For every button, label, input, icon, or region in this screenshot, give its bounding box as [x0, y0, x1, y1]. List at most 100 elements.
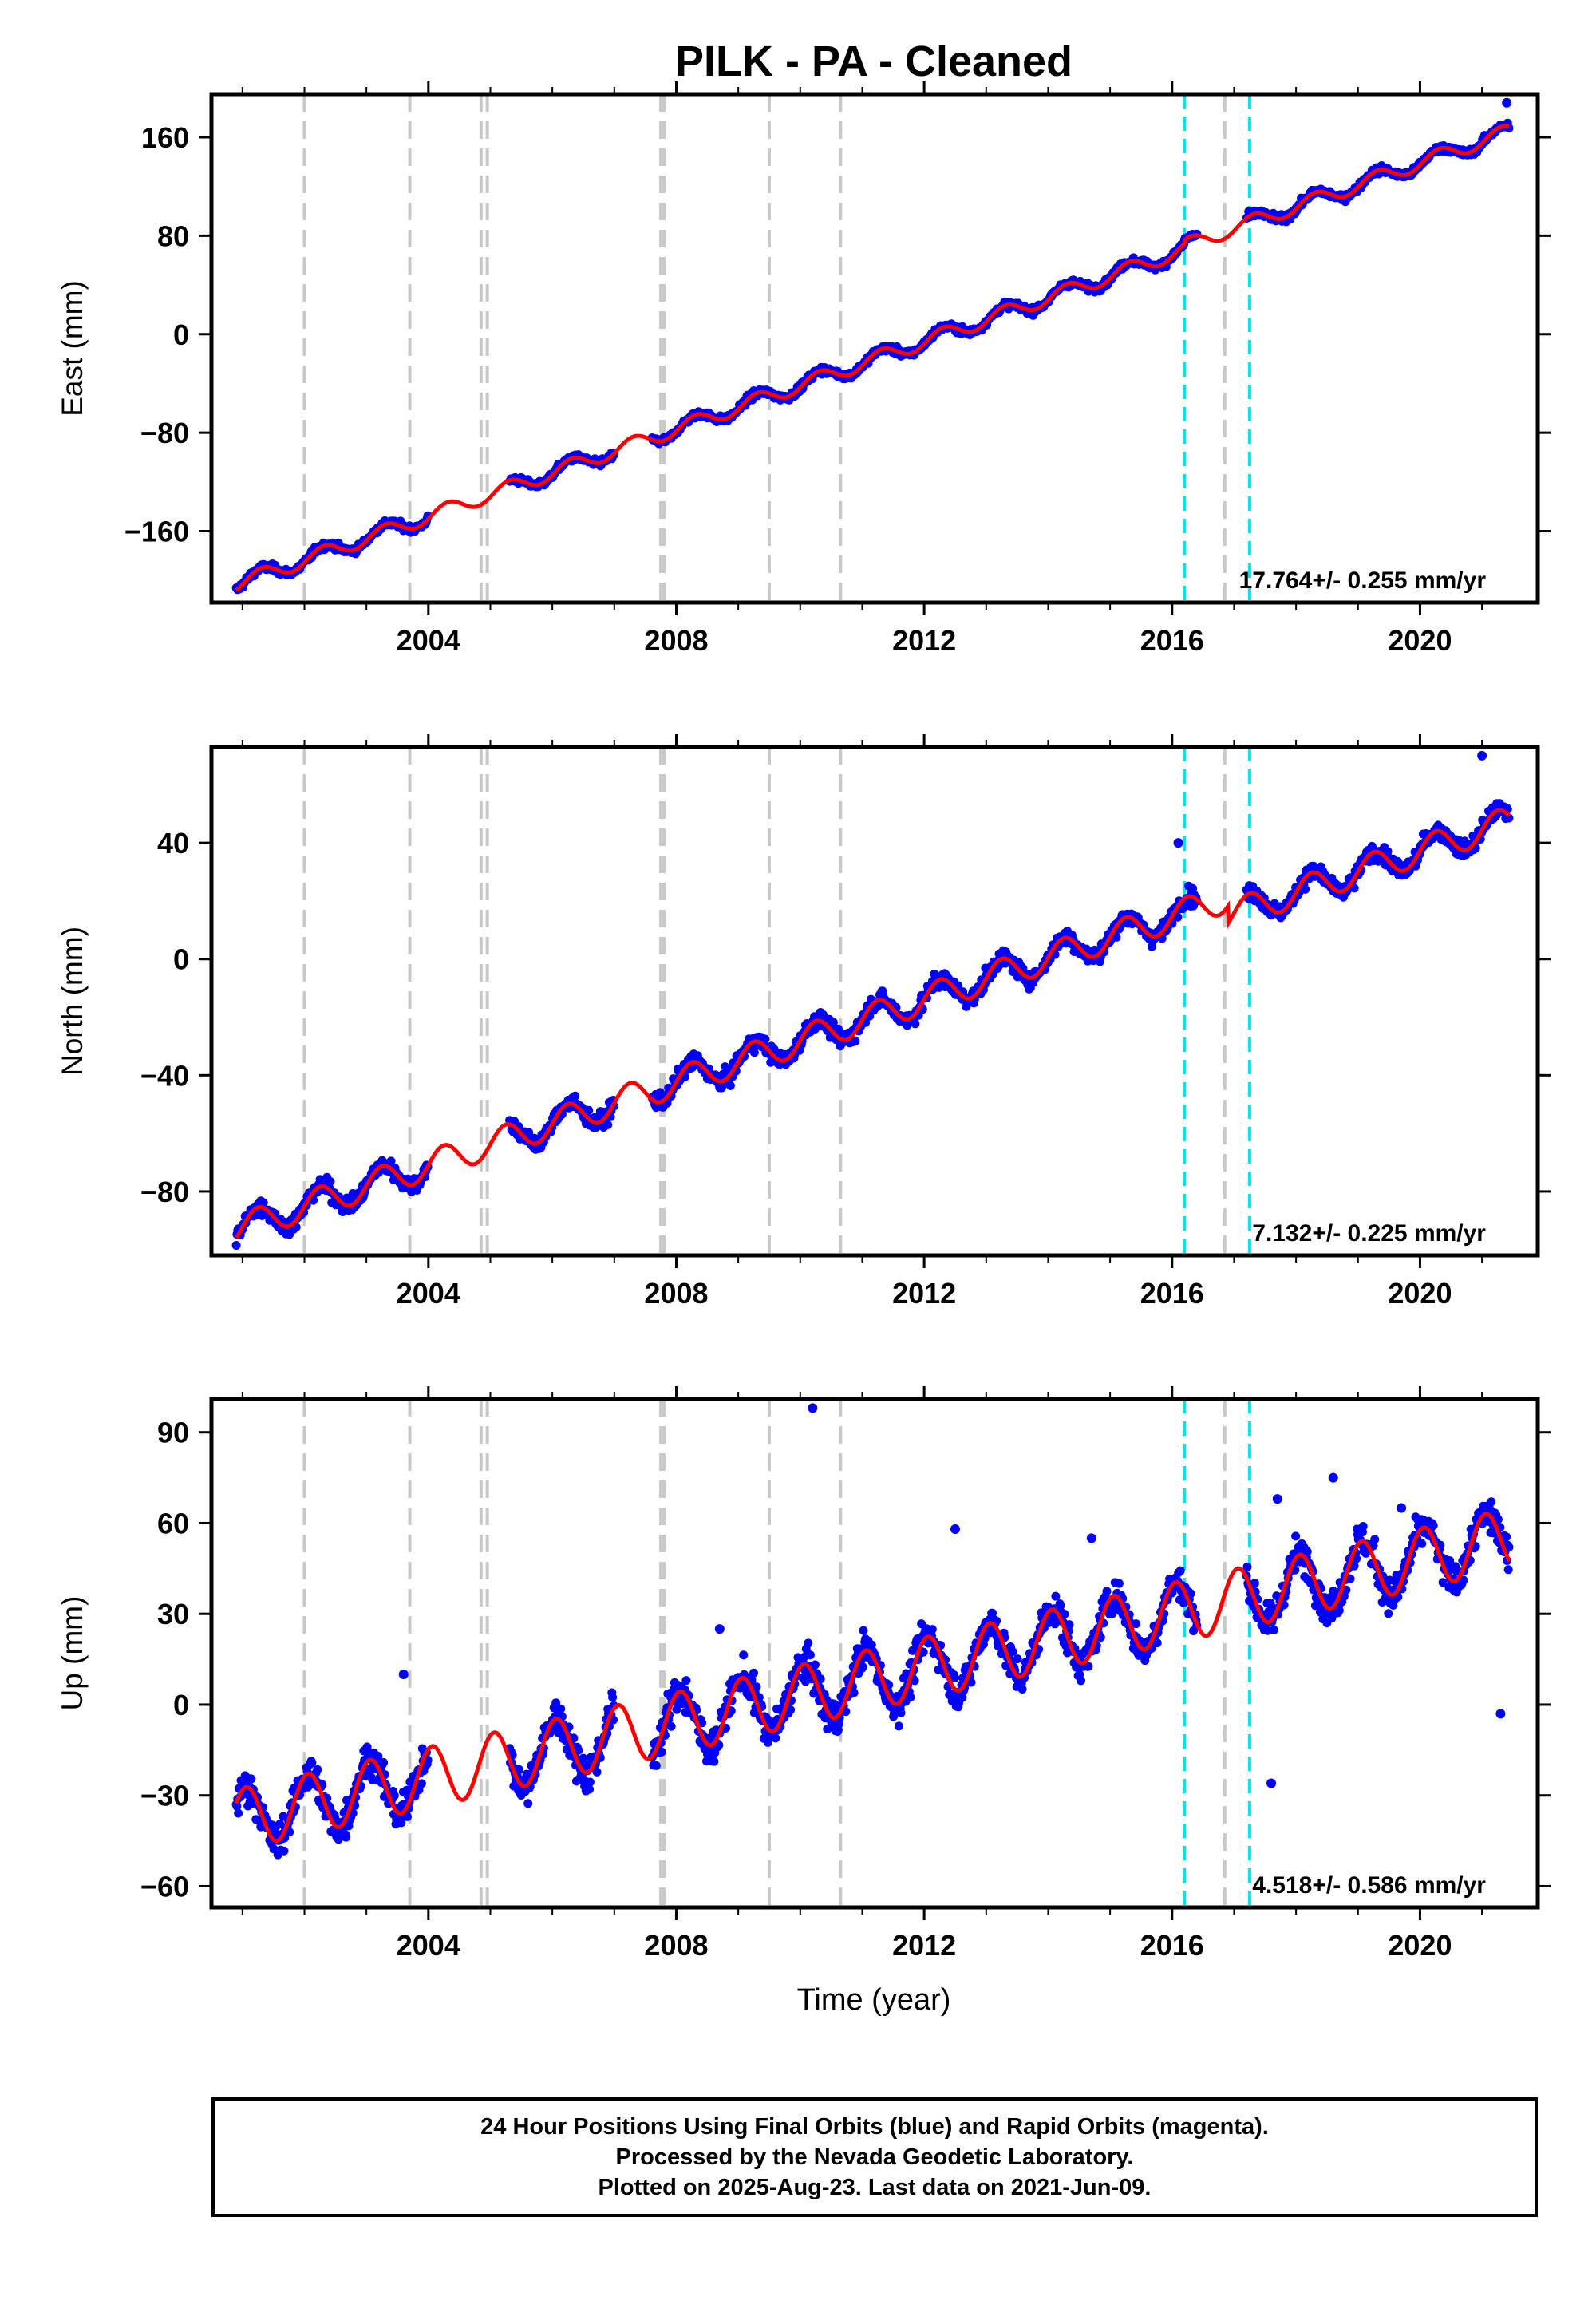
x-tick-label: 2008 [644, 1277, 708, 1310]
data-point [805, 1650, 815, 1660]
data-point [666, 1721, 676, 1731]
data-point [362, 1742, 372, 1752]
data-point [1279, 1600, 1289, 1610]
data-point [771, 1733, 780, 1743]
data-point [524, 1128, 534, 1137]
data-point [307, 1758, 317, 1767]
data-point [1250, 1579, 1259, 1588]
data-point [1013, 1654, 1022, 1664]
x-tick-label: 2020 [1388, 1277, 1452, 1310]
data-point [326, 1177, 335, 1186]
y-axis-label: North (mm) [56, 927, 89, 1076]
model-line [234, 808, 1511, 1239]
data-point [403, 1812, 412, 1821]
data-point [681, 1676, 691, 1686]
data-point [1102, 1587, 1112, 1596]
data-point [1147, 942, 1156, 951]
y-tick-label: −40 [140, 1059, 189, 1092]
data-point [585, 1777, 595, 1787]
data-point [234, 1808, 243, 1818]
data-point [1114, 1579, 1124, 1588]
data-point [672, 1705, 681, 1714]
data-point [1060, 1610, 1069, 1619]
data-point [950, 1674, 959, 1682]
plot-frame [209, 92, 1540, 605]
y-tick-label: 0 [173, 318, 189, 351]
y-tick-label: 0 [173, 943, 189, 976]
data-point [571, 1091, 580, 1101]
data-point [279, 1846, 289, 1856]
data-point [1358, 1522, 1368, 1531]
data-point [804, 1638, 813, 1648]
data-point [1384, 1609, 1393, 1618]
data-point [397, 1818, 406, 1828]
y-tick-label: −80 [140, 1176, 189, 1208]
data-point [910, 1676, 919, 1686]
data-point [551, 1698, 561, 1708]
data-point [1301, 884, 1310, 894]
data-point [851, 1037, 860, 1046]
data-point [592, 1767, 602, 1777]
data-point [608, 1693, 618, 1702]
model-line [235, 124, 1510, 592]
x-tick-label: 2016 [1140, 1277, 1204, 1310]
data-point [714, 1741, 724, 1750]
data-point [603, 1120, 613, 1129]
y-tick-label: −160 [124, 516, 189, 548]
x-tick-label: 2012 [892, 1277, 956, 1310]
data-point [966, 1678, 976, 1687]
data-point [1428, 1520, 1438, 1530]
data-point [1084, 1662, 1093, 1671]
data-point [1051, 1591, 1061, 1601]
data-point [749, 1668, 758, 1678]
data-point [819, 1010, 828, 1019]
data-point [313, 1765, 322, 1774]
data-point [1302, 1547, 1312, 1556]
data-point [303, 1782, 313, 1792]
data-point [786, 1705, 796, 1714]
data-point [1112, 932, 1121, 942]
data-point [1008, 1647, 1017, 1656]
data-point [816, 1674, 825, 1684]
data-point [858, 1662, 867, 1672]
data-point [1077, 1676, 1085, 1686]
data-point [1175, 1566, 1185, 1575]
data-point [386, 1156, 396, 1166]
data-point [1417, 1539, 1427, 1548]
rate-label: 17.764+/- 0.255 mm/yr [1239, 567, 1487, 594]
data-point [389, 1791, 399, 1800]
data-point [709, 1757, 719, 1766]
data-point [752, 1682, 761, 1692]
data-point [958, 1693, 967, 1702]
plot-frame [209, 745, 1540, 1258]
data-point [1334, 1606, 1344, 1615]
data-point [896, 1708, 906, 1717]
data-point [725, 1081, 735, 1090]
y-tick-label: −80 [140, 417, 189, 449]
data-point [275, 1820, 285, 1828]
x-tick-label: 2016 [1140, 624, 1204, 657]
data-point [760, 1034, 770, 1044]
data-point [828, 1018, 838, 1027]
x-tick-label: 2008 [644, 624, 708, 657]
data-point [810, 1660, 820, 1670]
outlier-point [1477, 750, 1487, 761]
rate-label: 7.132+/- 0.225 mm/yr [1252, 1220, 1486, 1247]
y-tick-label: 80 [157, 219, 189, 252]
data-point [342, 1832, 351, 1842]
data-point [556, 1704, 566, 1713]
data-point [523, 1799, 533, 1808]
x-tick-label: 2004 [397, 1277, 460, 1310]
outlier-point [1173, 838, 1183, 848]
data-point [918, 1647, 928, 1657]
data-point [259, 1198, 268, 1207]
y-axis-label: East (mm) [56, 280, 89, 417]
chart-title: PILK - PA - Cleaned [675, 38, 1073, 85]
data-point [1349, 883, 1359, 893]
data-point [1152, 1638, 1162, 1648]
data-point [417, 1779, 426, 1788]
data-point [1291, 1531, 1301, 1541]
